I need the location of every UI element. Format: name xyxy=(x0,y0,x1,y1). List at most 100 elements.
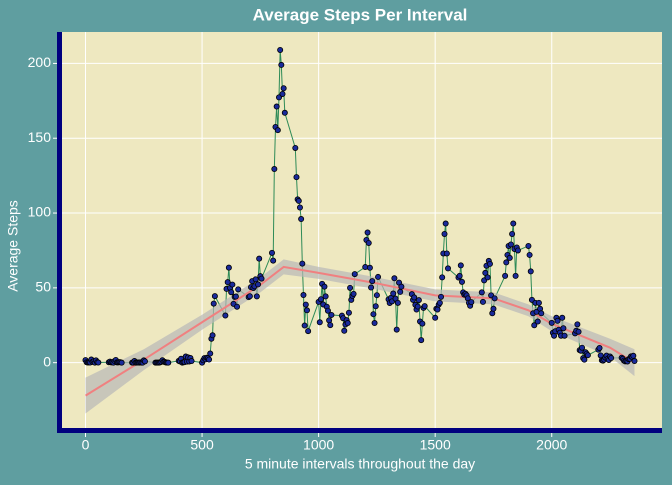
point xyxy=(502,272,509,279)
x-tick-label: 2000 xyxy=(536,437,567,453)
point xyxy=(456,272,463,279)
point xyxy=(411,294,418,301)
point xyxy=(255,281,262,288)
point xyxy=(631,358,638,365)
point xyxy=(118,359,125,366)
point xyxy=(210,300,217,307)
point xyxy=(503,259,510,266)
point xyxy=(235,286,242,293)
point xyxy=(560,325,567,332)
point xyxy=(390,290,397,297)
point xyxy=(293,174,300,181)
plot-panel xyxy=(58,32,662,430)
point xyxy=(258,275,265,282)
chart-title: Average Steps Per Interval xyxy=(253,5,468,24)
point xyxy=(372,303,379,310)
point xyxy=(414,303,421,310)
point xyxy=(506,254,513,261)
point xyxy=(534,318,541,325)
point xyxy=(277,46,284,53)
point xyxy=(252,276,259,283)
point xyxy=(574,321,581,328)
y-tick-label: 200 xyxy=(28,54,52,70)
point xyxy=(328,311,335,318)
marks xyxy=(82,46,638,414)
point xyxy=(95,359,102,366)
point xyxy=(317,296,324,303)
point xyxy=(443,250,450,257)
point xyxy=(514,247,521,254)
point xyxy=(296,204,303,211)
point xyxy=(525,242,532,249)
point xyxy=(224,279,231,286)
point xyxy=(561,332,568,339)
x-tick-label: 0 xyxy=(82,437,90,453)
y-axis-label: Average Steps xyxy=(5,200,21,292)
point xyxy=(458,278,465,285)
point xyxy=(432,314,439,321)
point xyxy=(302,301,309,308)
point xyxy=(292,144,299,151)
y-tick-label: 0 xyxy=(43,353,51,369)
point xyxy=(228,289,235,296)
point xyxy=(554,317,561,324)
point xyxy=(415,297,422,304)
point xyxy=(441,230,448,237)
x-tick-label: 500 xyxy=(190,437,214,453)
point xyxy=(486,260,493,267)
point xyxy=(526,251,533,258)
point xyxy=(222,312,229,319)
point xyxy=(512,272,519,279)
point xyxy=(275,94,282,101)
point xyxy=(397,288,404,295)
point xyxy=(575,328,582,335)
point xyxy=(438,293,445,300)
point xyxy=(510,220,517,227)
point xyxy=(507,241,514,248)
point xyxy=(298,216,305,223)
point xyxy=(478,289,485,296)
point xyxy=(225,264,232,271)
point xyxy=(398,283,405,290)
point xyxy=(341,327,348,334)
point xyxy=(344,320,351,327)
point xyxy=(368,284,375,291)
point xyxy=(579,344,586,351)
point xyxy=(630,352,637,359)
point xyxy=(211,293,218,300)
point xyxy=(538,310,545,317)
point xyxy=(303,307,310,314)
point xyxy=(279,90,286,97)
point xyxy=(509,230,516,237)
point xyxy=(527,268,534,275)
y-tick-label: 150 xyxy=(28,129,52,145)
point xyxy=(445,265,452,272)
point xyxy=(468,299,475,306)
point xyxy=(347,284,354,291)
point xyxy=(531,322,538,329)
point xyxy=(484,274,491,281)
point xyxy=(559,314,566,321)
grid xyxy=(58,32,662,430)
point xyxy=(482,269,489,276)
point xyxy=(419,320,426,327)
point xyxy=(439,274,446,281)
point xyxy=(394,299,401,306)
point xyxy=(305,328,312,335)
x-axis-label: 5 minute intervals throughout the day xyxy=(245,456,475,472)
point xyxy=(393,326,400,333)
point xyxy=(209,332,216,339)
point xyxy=(256,255,263,262)
point xyxy=(207,350,214,357)
ticks: 0 500 1000 1500 2000 0 50 100 150 200 xyxy=(28,54,568,453)
point xyxy=(268,249,275,256)
point xyxy=(370,311,377,318)
point xyxy=(278,61,285,68)
y-tick-label: 100 xyxy=(28,204,52,220)
point xyxy=(366,264,373,271)
point xyxy=(373,292,380,299)
point xyxy=(232,293,239,300)
point xyxy=(457,262,464,269)
point xyxy=(442,220,449,227)
